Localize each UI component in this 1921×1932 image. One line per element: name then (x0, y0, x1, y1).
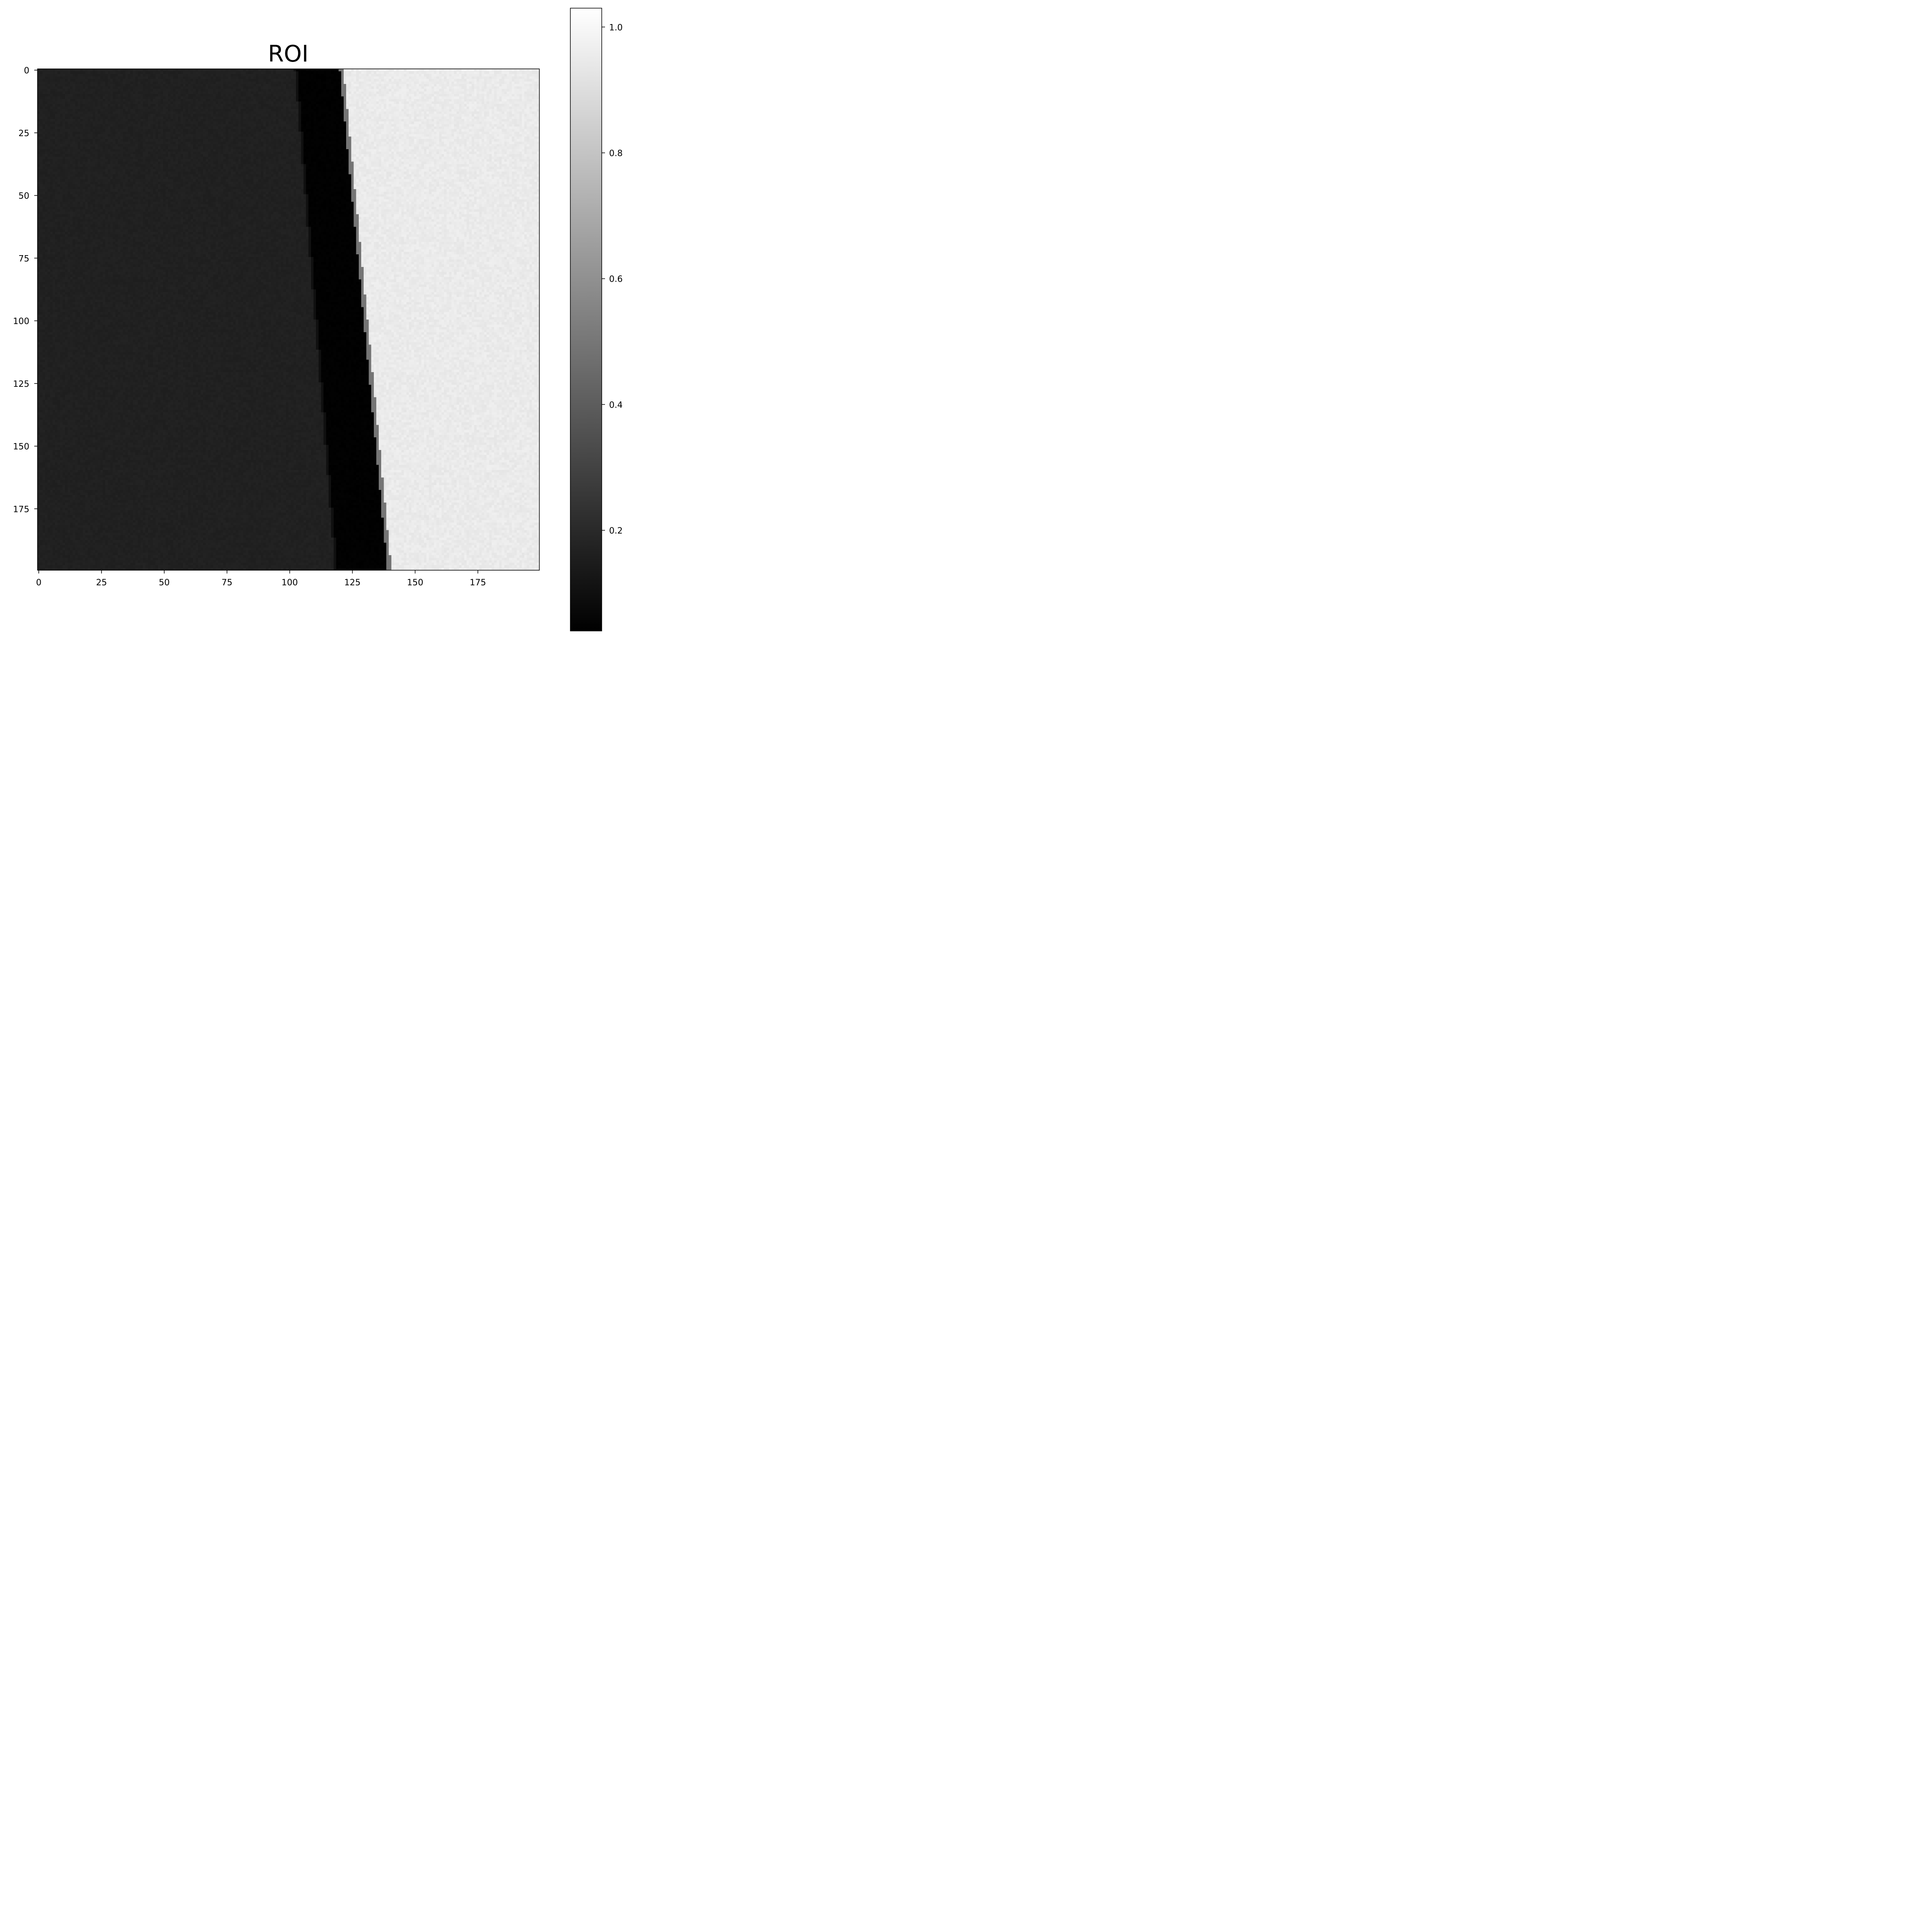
colorbar-tick-label: 0.8 (609, 148, 623, 158)
colorbar-gradient (570, 8, 602, 631)
y-tick-label: 75 (18, 254, 29, 263)
y-tick-label: 100 (13, 316, 29, 326)
colorbar-frame (570, 8, 602, 631)
x-tick-label: 75 (221, 578, 232, 587)
image-plot-area (37, 68, 540, 571)
y-tick-label: 175 (13, 504, 29, 514)
y-tick-label: 25 (18, 128, 29, 138)
colorbar-tick-label: 1.0 (609, 22, 623, 32)
colorbar-tick-label: 0.6 (609, 274, 623, 284)
y-tick-label: 0 (24, 66, 29, 75)
x-tick-label: 175 (470, 578, 486, 587)
colorbar-tick-label: 0.2 (609, 526, 623, 536)
figure: ROI 0 25 50 75 100 125 150 175 0 25 50 75 100 125 150… (13, 8, 623, 631)
x-tick-label: 100 (282, 578, 298, 587)
x-tick-label: 25 (96, 578, 107, 587)
chart-title: ROI (268, 41, 309, 67)
colorbar-ticks: 0.2 0.4 0.6 0.8 1.0 (602, 22, 623, 536)
x-axis: 0 25 50 75 100 125 150 175 (36, 570, 486, 587)
colorbar: 0.2 0.4 0.6 0.8 1.0 (570, 8, 623, 631)
x-tick-label: 0 (36, 578, 41, 587)
x-tick-label: 150 (407, 578, 423, 587)
y-tick-label: 125 (13, 379, 29, 389)
roi-heatmap-image (38, 69, 539, 570)
y-tick-label: 50 (18, 191, 29, 201)
x-tick-label: 125 (344, 578, 360, 587)
colorbar-tick-label: 0.4 (609, 400, 623, 410)
y-axis: 0 25 50 75 100 125 150 175 (13, 66, 38, 514)
x-tick-label: 50 (159, 578, 170, 587)
plot-frame (37, 68, 540, 571)
y-tick-label: 150 (13, 442, 29, 452)
